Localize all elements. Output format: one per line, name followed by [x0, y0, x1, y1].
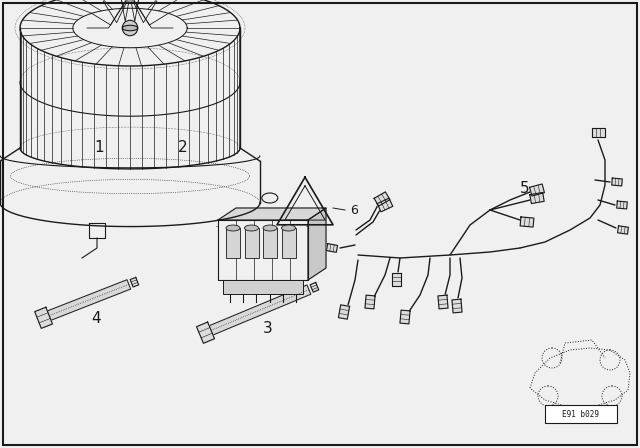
Ellipse shape — [262, 193, 278, 203]
Text: 5: 5 — [520, 181, 530, 196]
Ellipse shape — [122, 25, 138, 31]
Polygon shape — [196, 322, 214, 343]
FancyBboxPatch shape — [282, 228, 296, 258]
Polygon shape — [520, 217, 534, 227]
Text: 1: 1 — [94, 140, 104, 155]
Polygon shape — [617, 201, 627, 209]
Ellipse shape — [263, 225, 277, 231]
Text: 6: 6 — [350, 203, 358, 216]
Polygon shape — [530, 193, 544, 203]
Text: 2: 2 — [177, 140, 188, 155]
Polygon shape — [612, 178, 622, 186]
Ellipse shape — [226, 225, 240, 231]
Text: 3: 3 — [263, 321, 273, 336]
Polygon shape — [374, 192, 390, 206]
FancyBboxPatch shape — [263, 228, 277, 258]
Polygon shape — [310, 282, 319, 292]
Text: R: R — [301, 208, 308, 218]
Text: 4: 4 — [92, 311, 101, 326]
Polygon shape — [452, 299, 462, 313]
Polygon shape — [377, 198, 393, 212]
Ellipse shape — [282, 225, 296, 231]
Polygon shape — [130, 277, 139, 287]
Polygon shape — [400, 310, 410, 324]
Polygon shape — [308, 208, 326, 280]
Polygon shape — [35, 307, 52, 328]
Polygon shape — [365, 295, 375, 309]
Circle shape — [122, 20, 138, 36]
FancyBboxPatch shape — [244, 228, 259, 258]
Bar — [545, 405, 617, 423]
Ellipse shape — [244, 225, 259, 231]
FancyBboxPatch shape — [226, 228, 240, 258]
Polygon shape — [438, 295, 448, 309]
Polygon shape — [529, 184, 545, 196]
Bar — [223, 280, 303, 294]
Polygon shape — [218, 208, 326, 220]
Polygon shape — [47, 280, 131, 320]
Polygon shape — [392, 272, 401, 285]
Polygon shape — [591, 128, 605, 137]
Text: E91 b029: E91 b029 — [563, 409, 600, 418]
Polygon shape — [209, 285, 311, 335]
Polygon shape — [339, 305, 349, 319]
Polygon shape — [326, 244, 337, 252]
Polygon shape — [618, 226, 628, 234]
